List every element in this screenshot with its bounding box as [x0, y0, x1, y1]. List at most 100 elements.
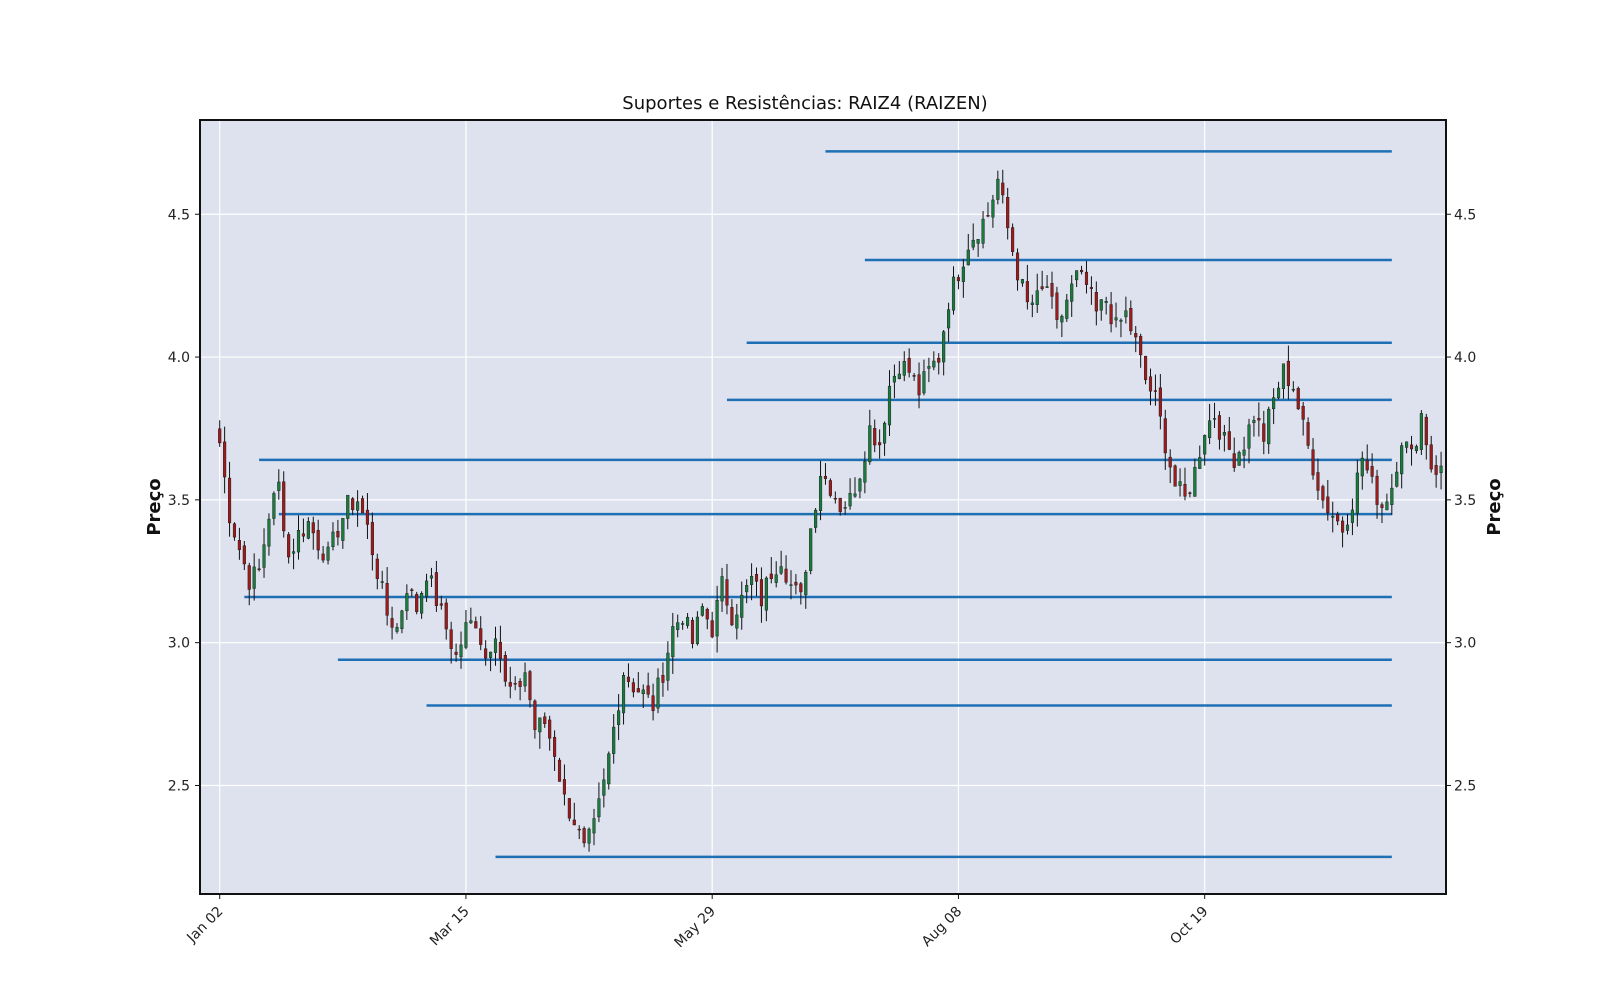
candle-up	[405, 593, 409, 612]
candle-up	[671, 626, 675, 658]
candle-down	[1001, 182, 1005, 196]
candle-up	[735, 614, 739, 629]
y-axis-right: 2.5 3.0 3.5 4.0 4.5	[1446, 207, 1476, 794]
candle-down	[833, 498, 837, 500]
candle-up	[612, 726, 616, 754]
candle-down	[1055, 292, 1059, 320]
candle-down	[1153, 390, 1157, 392]
candle-up	[597, 798, 601, 818]
candle-up	[1414, 446, 1419, 452]
candle-down	[247, 565, 251, 590]
candle-up	[1405, 441, 1409, 448]
candle-down	[1084, 271, 1089, 285]
candle-up	[523, 672, 527, 687]
candle-up	[1272, 397, 1276, 410]
candle-down	[498, 642, 502, 660]
y-tick-label-right: 4.0	[1454, 350, 1476, 366]
candle-down	[242, 545, 246, 565]
candle-down	[474, 621, 478, 629]
candle-up	[1075, 270, 1079, 281]
candle-up	[1390, 487, 1394, 505]
candle-down	[1336, 514, 1340, 522]
candle-up	[715, 600, 719, 637]
candle-up	[1030, 302, 1034, 305]
candle-up	[1060, 315, 1064, 323]
candle-up	[1395, 471, 1399, 487]
candle-up	[420, 593, 424, 614]
candle-down	[636, 688, 640, 693]
y-tick-label-right: 3.0	[1454, 636, 1476, 652]
candle-up	[1065, 299, 1069, 319]
candle-up	[927, 366, 931, 369]
candle-up	[745, 585, 749, 593]
candle-up	[843, 507, 847, 509]
candle-down	[725, 579, 729, 606]
candle-up	[331, 531, 335, 547]
candle-up	[789, 584, 793, 586]
candle-down	[336, 531, 340, 538]
candle-down	[730, 607, 734, 626]
candle-down	[754, 574, 759, 582]
candle-up	[947, 309, 951, 329]
y-tick-label-right: 4.5	[1454, 207, 1476, 223]
candle-up	[1331, 516, 1335, 518]
candles	[218, 169, 1443, 852]
candle-up	[892, 375, 896, 383]
candle-down	[508, 682, 512, 687]
chart-title: Suportes e Resistências: RAIZ4 (RAIZEN)	[622, 93, 987, 114]
candle-down	[1316, 472, 1320, 491]
candle-up	[469, 620, 473, 624]
candle-up	[1291, 388, 1295, 391]
candle-up	[1237, 452, 1241, 466]
candle-down	[1257, 418, 1261, 421]
candle-up	[538, 717, 542, 733]
candle-up	[1020, 279, 1025, 284]
candle-down	[1375, 475, 1379, 505]
candle-down	[912, 375, 916, 377]
x-tick-label: Aug 08	[919, 904, 965, 950]
candle-down	[232, 523, 237, 538]
candle-up	[1045, 286, 1049, 288]
candle-down	[572, 819, 576, 826]
candle-up	[804, 572, 808, 596]
candle-down	[1163, 418, 1167, 454]
candle-down	[1321, 486, 1325, 501]
candle-down	[1311, 449, 1315, 476]
candle-up	[587, 828, 591, 844]
candle-up	[617, 710, 621, 725]
candle-up	[1276, 387, 1281, 399]
y-tick-label-left: 4.0	[168, 350, 190, 366]
candle-down	[562, 779, 566, 795]
candle-up	[1247, 424, 1251, 449]
candle-down	[311, 522, 315, 534]
candle-up	[326, 546, 330, 561]
candle-up	[1360, 457, 1364, 477]
candle-down	[1409, 444, 1414, 450]
candle-down	[661, 675, 665, 683]
candle-down	[1109, 304, 1113, 325]
candle-down	[553, 736, 557, 757]
candle-down	[351, 498, 355, 511]
candle-up	[720, 576, 724, 602]
candle-down	[301, 533, 305, 537]
candle-down	[769, 573, 773, 580]
candle-down	[543, 716, 547, 724]
candle-up	[809, 528, 813, 571]
candle-up	[592, 818, 596, 834]
candle-up	[932, 360, 936, 368]
candle-up	[764, 577, 768, 611]
y-tick-label-left: 3.0	[168, 636, 190, 652]
candle-down	[626, 676, 631, 682]
candle-down	[631, 682, 635, 693]
candle-up	[252, 566, 256, 589]
candle-up	[277, 481, 281, 491]
candle-up	[902, 360, 906, 376]
candle-down	[907, 357, 911, 373]
candle-up	[700, 606, 704, 616]
candle-up	[292, 551, 296, 554]
candle-down	[1094, 292, 1098, 312]
grid-lines	[200, 120, 1446, 894]
candle-up	[356, 501, 360, 511]
candle-down	[1040, 286, 1044, 289]
